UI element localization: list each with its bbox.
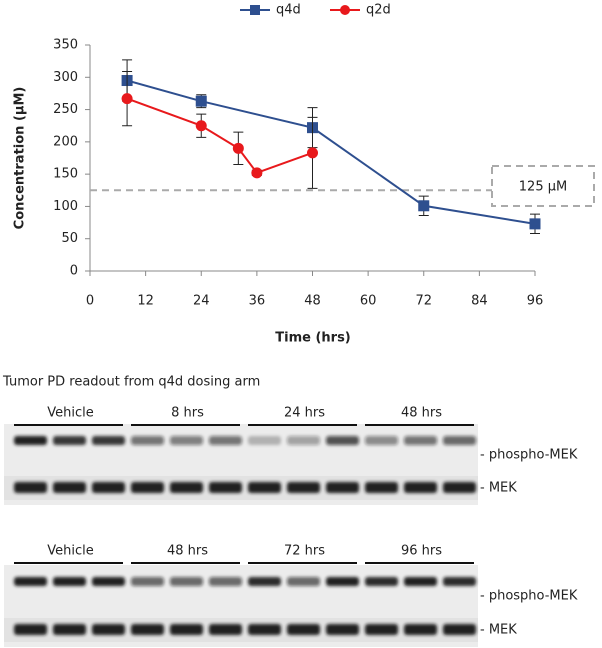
- y-tick-label: 100: [53, 199, 78, 214]
- x-tick-label: 0: [86, 294, 94, 309]
- legend-marker: [250, 5, 260, 15]
- x-tick-label: 60: [360, 294, 377, 309]
- band: [92, 624, 125, 635]
- band: [131, 436, 164, 445]
- x-axis-title: Time (hrs): [275, 331, 351, 346]
- legend-marker: [340, 5, 350, 15]
- y-axis-title: Concentration (µM): [13, 87, 28, 230]
- band: [170, 482, 203, 493]
- lane-group-label: Vehicle: [47, 544, 94, 559]
- band: [131, 482, 164, 493]
- x-tick-label: 24: [193, 294, 210, 309]
- lane-group-label: 24 hrs: [284, 406, 325, 421]
- legend-label: q2d: [366, 3, 391, 18]
- band: [170, 436, 203, 445]
- y-tick-label: 50: [61, 231, 78, 246]
- reference-box: [491, 165, 595, 207]
- row-label: - phospho-MEK: [480, 448, 578, 463]
- x-tick-label: 48: [304, 294, 321, 309]
- band: [53, 482, 86, 493]
- lane-group-label: 48 hrs: [167, 544, 208, 559]
- band: [326, 436, 359, 445]
- y-tick-label: 150: [53, 167, 78, 182]
- marker: [307, 147, 318, 159]
- blot-caption: Tumor PD readout from q4d dosing arm: [2, 375, 260, 390]
- band: [248, 482, 281, 493]
- reference-label: 125 µM: [519, 180, 567, 195]
- band: [365, 482, 398, 493]
- band: [14, 436, 47, 445]
- band: [404, 577, 437, 586]
- band: [248, 436, 281, 445]
- series-line: [126, 79, 536, 225]
- band: [14, 624, 47, 635]
- band: [209, 577, 242, 586]
- marker: [529, 218, 541, 230]
- band: [287, 577, 320, 586]
- band: [92, 436, 125, 445]
- band: [443, 482, 476, 493]
- x-tick-label: 36: [249, 294, 266, 309]
- band: [53, 577, 86, 586]
- band: [443, 577, 476, 586]
- band: [326, 577, 359, 586]
- band: [14, 482, 47, 493]
- band: [92, 482, 125, 493]
- marker: [251, 167, 263, 179]
- x-tick-label: 96: [527, 294, 544, 309]
- band: [443, 624, 476, 635]
- band: [131, 624, 164, 635]
- marker: [195, 95, 207, 107]
- y-tick-label: 300: [53, 70, 78, 85]
- lane-group-label: 48 hrs: [401, 406, 442, 421]
- band: [170, 624, 203, 635]
- band: [365, 436, 398, 445]
- band: [92, 577, 125, 586]
- band: [209, 482, 242, 493]
- band: [131, 577, 164, 586]
- band: [170, 577, 203, 586]
- row-label: - MEK: [480, 481, 517, 496]
- band: [248, 577, 281, 586]
- band: [209, 436, 242, 445]
- band: [287, 436, 320, 445]
- band: [53, 624, 86, 635]
- marker: [121, 93, 133, 105]
- lane-group-label: 8 hrs: [171, 406, 204, 421]
- row-label: - MEK: [480, 623, 517, 638]
- band: [287, 624, 320, 635]
- band: [404, 624, 437, 635]
- band: [209, 624, 242, 635]
- legend-label: q4d: [276, 3, 301, 18]
- band: [14, 577, 47, 586]
- band: [365, 624, 398, 635]
- x-tick-label: 12: [137, 294, 154, 309]
- band: [326, 624, 359, 635]
- marker: [418, 200, 430, 212]
- band: [443, 436, 476, 445]
- lane-group-label: Vehicle: [47, 406, 94, 421]
- band: [365, 577, 398, 586]
- y-tick-label: 350: [53, 38, 78, 53]
- band: [287, 482, 320, 493]
- lane-group-label: 72 hrs: [284, 544, 325, 559]
- band: [326, 482, 359, 493]
- band: [404, 436, 437, 445]
- band: [404, 482, 437, 493]
- x-tick-label: 72: [415, 294, 432, 309]
- lane-group-label: 96 hrs: [401, 544, 442, 559]
- band: [53, 436, 86, 445]
- marker: [195, 120, 207, 132]
- series-line: [126, 97, 313, 175]
- row-label: - phospho-MEK: [480, 589, 578, 604]
- band: [248, 624, 281, 635]
- y-tick-label: 200: [53, 134, 78, 149]
- marker: [232, 142, 244, 154]
- x-tick-label: 84: [471, 294, 488, 309]
- y-tick-label: 250: [53, 102, 78, 117]
- y-tick-label: 0: [70, 264, 78, 279]
